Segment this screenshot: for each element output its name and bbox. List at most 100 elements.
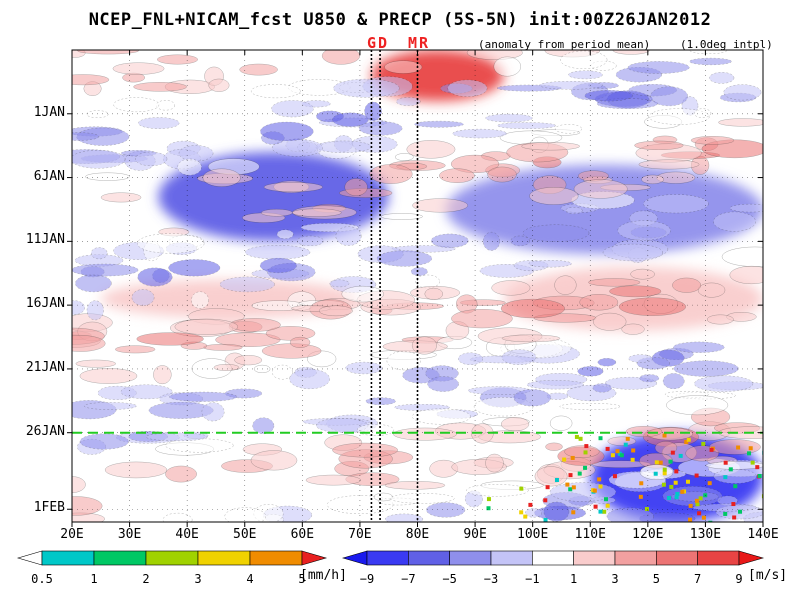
u850-patch	[72, 74, 110, 86]
u850-patch	[415, 274, 440, 289]
u850-patch	[673, 341, 725, 353]
precip-dot	[653, 471, 658, 476]
y-ticks	[67, 113, 763, 510]
u850-colorbar-label: 1	[570, 572, 578, 586]
u850-patch	[100, 192, 142, 203]
precip-dot	[570, 455, 575, 460]
precip-dot	[723, 460, 728, 465]
u850-patch	[272, 364, 293, 380]
u850-patch	[169, 391, 238, 402]
u850-patch	[592, 383, 612, 393]
precip-dot	[747, 451, 752, 456]
u850-patch	[72, 335, 106, 352]
u850-patch	[662, 373, 685, 390]
u850-patch	[376, 250, 433, 267]
precip-dot	[554, 477, 559, 482]
u850-colorbar-swatch	[408, 550, 450, 566]
precip-dot	[685, 479, 690, 484]
x-tick-label: 110E	[574, 527, 606, 542]
u850-patch	[385, 513, 424, 522]
precip-dot	[623, 442, 628, 447]
interpolation-note: (1.0deg intpl)	[680, 38, 773, 51]
precip-dot	[605, 503, 610, 508]
u850-patch	[83, 402, 137, 410]
u850-patch	[265, 326, 316, 341]
u850-patch	[138, 117, 180, 129]
precip-dot	[688, 503, 693, 508]
u850-patch	[75, 359, 116, 368]
u850-patch	[411, 336, 437, 355]
u850-patch	[500, 298, 565, 319]
precip-dot	[486, 497, 491, 502]
u850-colorbar-swatch	[697, 550, 740, 566]
u850-colorbar-swatch	[573, 550, 616, 566]
vertical-markers	[370, 50, 419, 522]
plot-area	[72, 50, 763, 522]
precip-dot	[680, 489, 685, 494]
precip-dot	[603, 497, 608, 502]
x-tick-label: 50E	[233, 527, 257, 542]
u850-patch	[168, 259, 221, 277]
precip-dot	[684, 439, 689, 444]
u850-patch	[137, 233, 205, 254]
precip-dot	[565, 482, 570, 487]
u850-colorbar-swatch	[366, 550, 409, 566]
precip-dot	[630, 457, 635, 462]
u850-patch	[406, 140, 456, 159]
u850-patch	[86, 110, 109, 118]
precip-unit: [mm/h]	[300, 568, 347, 583]
u850-colorbar-label: −1	[525, 572, 540, 586]
u850-patch	[641, 174, 664, 185]
u850-patch	[487, 166, 517, 183]
u850-patch	[554, 124, 582, 134]
u850-patch	[501, 417, 530, 432]
u850-patch	[276, 229, 294, 239]
u850-patch	[709, 439, 761, 455]
precip-dot	[571, 510, 576, 515]
precip-dot	[708, 520, 713, 522]
u850-patch	[341, 285, 384, 303]
precip-dot	[568, 487, 573, 492]
u850-patch	[483, 231, 500, 251]
u850-patch	[452, 128, 507, 139]
u850-patch	[466, 484, 529, 497]
u850-patch	[609, 285, 662, 298]
u850-patch	[289, 368, 330, 390]
precip-dot	[678, 453, 683, 458]
u850-patch	[79, 368, 138, 384]
precip-dot	[673, 480, 678, 485]
u850-patch	[77, 50, 139, 55]
precip-dot	[486, 506, 491, 511]
x-tick-label: 20E	[60, 527, 84, 542]
precip-dot	[619, 453, 624, 458]
u850-patch	[261, 343, 322, 359]
u850-patch	[369, 164, 413, 184]
y-tick-label: 11JAN	[25, 232, 65, 248]
u850-patch	[384, 481, 446, 490]
u850-patch	[289, 336, 311, 348]
u850-patch	[135, 151, 168, 166]
u850-patch	[606, 507, 654, 522]
u850-patch	[513, 389, 551, 407]
u850-patch	[650, 86, 688, 107]
u850-patch	[666, 395, 729, 416]
u850-patch	[690, 136, 735, 145]
u850-patch	[291, 208, 342, 217]
precip-colorbar-arrow-right	[301, 550, 328, 566]
u850-colorbar-swatch	[449, 550, 492, 566]
u850-patch	[559, 403, 621, 410]
u850-patch	[694, 375, 754, 392]
precip-dot	[577, 471, 582, 476]
precip-dot	[528, 502, 533, 507]
u850-patch	[213, 364, 240, 371]
u850-patch	[597, 358, 617, 367]
precip-dot	[748, 446, 753, 451]
precip-colorbar-arrow-left	[16, 550, 43, 566]
precip-dot	[519, 510, 524, 515]
precip-dot	[686, 437, 691, 442]
u850-patch	[365, 397, 396, 405]
x-tick-label: 70E	[348, 527, 372, 542]
u850-patch	[335, 226, 362, 246]
u850-patch	[528, 260, 572, 268]
precip-colorbar-swatch	[197, 550, 251, 566]
